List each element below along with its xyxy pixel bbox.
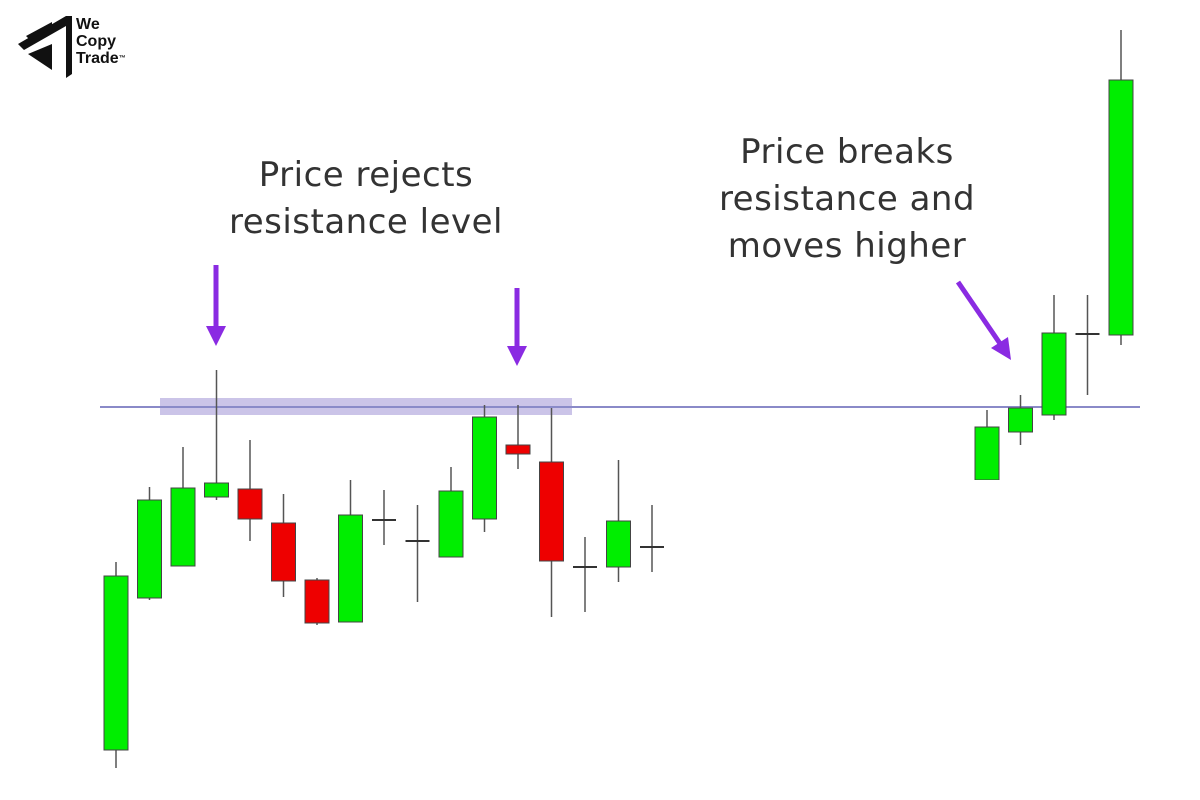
candle <box>338 480 363 623</box>
arrow-icon <box>507 288 527 366</box>
candle <box>472 405 497 532</box>
candle-body <box>1108 79 1134 336</box>
annotation-line: Price breaks <box>740 132 954 172</box>
candle-body <box>974 426 1000 481</box>
candle <box>204 370 229 500</box>
candle <box>137 487 162 600</box>
candle-body <box>438 490 464 558</box>
candle <box>1008 395 1033 445</box>
candle <box>1108 30 1134 345</box>
candle <box>573 537 597 612</box>
candle-body <box>338 514 363 623</box>
annotation-line: resistance level <box>228 202 503 242</box>
candle <box>372 490 396 545</box>
logo-line: Trade™ <box>76 50 126 67</box>
candle-body <box>204 482 229 498</box>
candle <box>103 562 129 768</box>
candle <box>606 460 631 582</box>
candle-body <box>271 522 296 582</box>
candle-body <box>170 487 196 567</box>
logo-text: We Copy Trade™ <box>76 16 126 67</box>
candle <box>438 467 464 558</box>
logo-line: Copy <box>76 33 116 50</box>
candle <box>505 405 531 469</box>
logo-word: Trade <box>76 50 119 67</box>
candle-body <box>1008 407 1033 433</box>
logo-line: We <box>76 16 100 33</box>
candle <box>405 505 430 602</box>
candle <box>640 505 664 572</box>
candle <box>271 494 296 597</box>
candle-body <box>237 488 263 520</box>
candle <box>304 578 330 625</box>
candle-body <box>606 520 631 568</box>
logo: We Copy Trade™ <box>16 14 156 80</box>
candle-body <box>472 416 497 520</box>
candle-body <box>1041 332 1067 416</box>
mask-area <box>690 480 1090 720</box>
arrow-icon <box>955 280 1011 360</box>
candle-body <box>505 444 531 455</box>
candle <box>539 408 564 617</box>
trademark: ™ <box>118 55 126 62</box>
candle-body <box>304 579 330 624</box>
annotation-rejects: Price rejects resistance level <box>196 152 536 246</box>
candle-body <box>137 499 162 599</box>
annotation-breaks: Price breaks resistance and moves higher <box>687 129 1007 270</box>
candle <box>1041 295 1067 420</box>
candle <box>170 447 196 567</box>
arrow-icon <box>206 265 226 346</box>
candle-body <box>539 461 564 562</box>
candle <box>237 440 263 541</box>
annotation-line: resistance and <box>718 179 976 219</box>
candle <box>1075 295 1100 395</box>
annotation-line: Price rejects <box>258 155 474 195</box>
candle-body <box>103 575 129 751</box>
annotation-line: moves higher <box>727 226 967 266</box>
logo-mark-icon <box>18 16 72 78</box>
